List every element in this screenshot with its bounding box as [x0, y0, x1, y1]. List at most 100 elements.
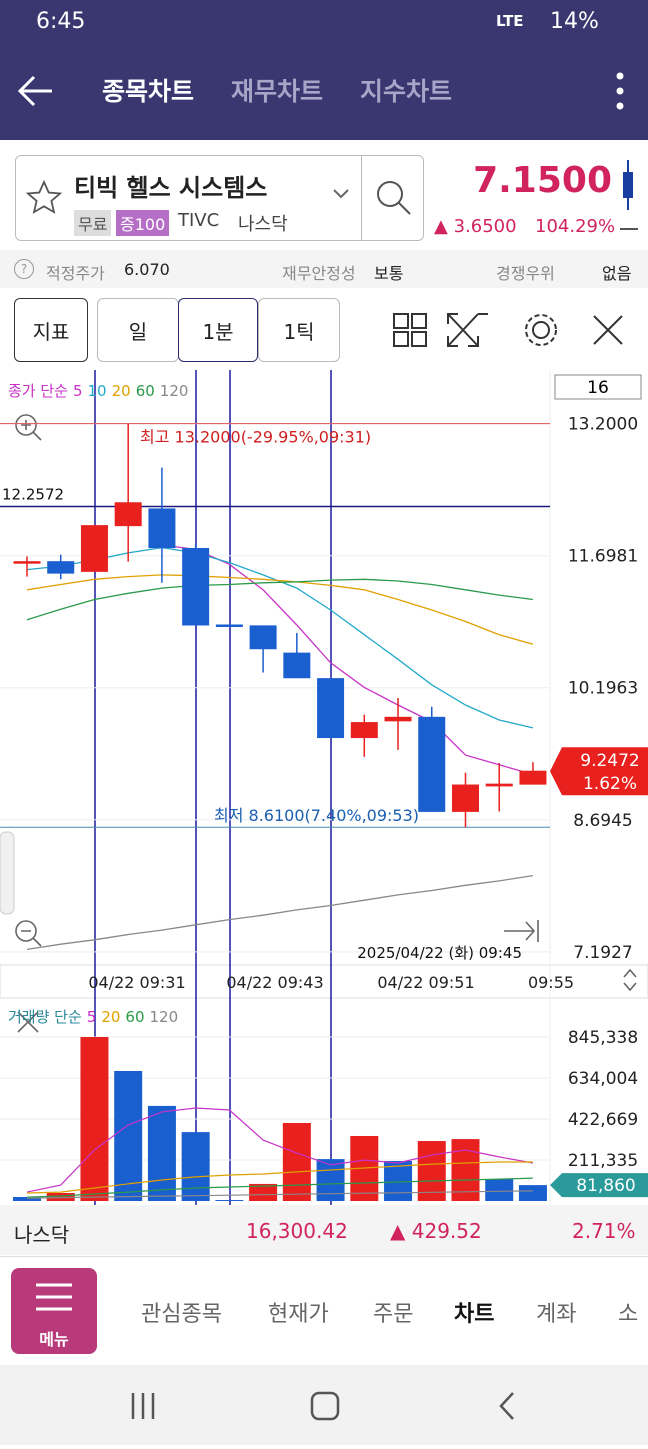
- search-button[interactable]: [372, 176, 416, 220]
- stock-ticker: TIVC: [178, 210, 220, 231]
- legend-entry: 60: [136, 382, 155, 400]
- x-tick-label: 04/22 09:43: [226, 973, 323, 992]
- candle-body: [215, 624, 243, 627]
- y-tick-label: 13.2000: [568, 415, 638, 435]
- nav-item[interactable]: 현재가: [268, 1302, 329, 1327]
- ma-line: [26, 546, 534, 729]
- stock-box[interactable]: 티빅 헬스 시스템스 무료 증100 TIVC 나스닥: [15, 155, 424, 241]
- y-tick-label: 422,669: [568, 1110, 638, 1130]
- y-tick-label: 7.1927: [573, 943, 632, 963]
- stock-tag: 증100: [116, 210, 170, 236]
- volume-bar: [181, 1132, 210, 1201]
- tool-icons[interactable]: [390, 308, 640, 352]
- nav-item[interactable]: 소: [618, 1302, 639, 1327]
- info-value: 없음: [602, 264, 632, 283]
- period-count: 16: [587, 378, 609, 398]
- index-value: 16,300.42: [246, 1219, 348, 1243]
- ma-line: [26, 874, 534, 951]
- nav-item[interactable]: 차트: [454, 1302, 495, 1327]
- legend-entry: 120: [160, 382, 189, 400]
- index-change-value: 429.52: [411, 1219, 482, 1243]
- volume-ma-line: [26, 1107, 534, 1193]
- y-tick-label: 634,004: [568, 1069, 638, 1089]
- volume-ma-line: [26, 1190, 533, 1199]
- dropdown-arrow[interactable]: [332, 188, 350, 200]
- more-button[interactable]: [610, 70, 630, 112]
- candle-body: [350, 722, 378, 739]
- tab[interactable]: 지수차트: [360, 77, 453, 106]
- low-label: 최저 8.6100(7.40%,09:53): [214, 806, 419, 825]
- tab[interactable]: 재무차트: [231, 77, 324, 106]
- candle-body: [182, 547, 210, 626]
- last-volume-tag: [550, 1173, 648, 1198]
- volume-bar: [417, 1141, 446, 1201]
- period-button[interactable]: 1분: [178, 298, 258, 362]
- last-price-label: 9.2472: [580, 751, 639, 771]
- candle-body: [249, 625, 277, 650]
- last-change-label: 1.62%: [583, 774, 637, 794]
- high-label: 최고 13.2000(-29.95%,09:31): [140, 428, 371, 447]
- legend-title: 종가 단순: [8, 382, 68, 400]
- index-bar: 나스닥 16,300.42 ▲ 429.52 2.71%: [0, 1205, 648, 1255]
- volume-bar: [215, 1200, 244, 1201]
- info-value: 보통: [374, 264, 404, 283]
- legend-entry: 20: [101, 1008, 120, 1026]
- legend-entry: 5: [73, 382, 83, 400]
- tab[interactable]: 종목차트: [102, 77, 195, 106]
- candle-body: [451, 784, 479, 812]
- period-button[interactable]: 1틱: [258, 298, 340, 362]
- y-tick-label: 10.1963: [568, 679, 638, 699]
- volume-bar: [147, 1105, 176, 1201]
- price-candle-icon: [623, 160, 633, 210]
- stock-tag: 무료: [74, 210, 112, 236]
- nav-item[interactable]: 주문: [373, 1302, 414, 1327]
- legend-entry: 5: [87, 1008, 97, 1026]
- ma-line: [26, 578, 533, 621]
- menu-button[interactable]: 메뉴: [11, 1268, 97, 1354]
- index-change: ▲ 429.52: [390, 1219, 482, 1243]
- candle-body: [148, 508, 176, 549]
- info-label: 경쟁우위: [496, 264, 555, 283]
- volume-bar: [249, 1183, 278, 1201]
- crosshair-label: 12.2572: [2, 486, 64, 504]
- y-tick-label: 11.6981: [568, 547, 638, 567]
- nav-item[interactable]: 관심종목: [141, 1302, 222, 1327]
- stock-name: 티빅 헬스 시스템스: [74, 174, 268, 202]
- stock-market: 나스닥: [238, 214, 288, 235]
- volume-ma-line: [26, 1161, 533, 1194]
- info-value: 6.070: [124, 260, 170, 279]
- bottom-nav: 메뉴: [0, 1256, 648, 1365]
- period-button[interactable]: 일: [97, 298, 179, 362]
- candle-body: [283, 652, 311, 679]
- legend-entry: 60: [125, 1008, 144, 1026]
- y-tick-label: 845,338: [568, 1028, 638, 1048]
- candle-body: [13, 561, 41, 564]
- volume-ma-line: [26, 1177, 533, 1198]
- change-value: 3.6500: [453, 216, 517, 237]
- stock-change: ▲ 3.6500: [434, 216, 517, 237]
- legend-entry: 120: [150, 1008, 179, 1026]
- x-tick-label: 04/22 09:31: [88, 973, 185, 992]
- volume-bar: [13, 1197, 41, 1201]
- zoom-icons[interactable]: [15, 414, 637, 1033]
- info-label: 적정주가: [46, 264, 105, 283]
- info-label: 재무안정성: [282, 264, 356, 283]
- stock-change-pct: 104.29%: [535, 216, 616, 237]
- candle-body: [384, 716, 412, 722]
- volume-bar: [518, 1185, 547, 1201]
- back-button[interactable]: [16, 72, 56, 112]
- indicator-button[interactable]: 지표: [14, 298, 88, 362]
- x-tick-label: 04/22 09:51: [377, 973, 474, 992]
- volume-bar: [384, 1161, 413, 1201]
- candle-body: [317, 678, 345, 739]
- app-header: 6:45 LTE 14% 종목차트 재무차트 지수차트: [0, 0, 648, 140]
- candle-body: [418, 716, 446, 812]
- favorite-star[interactable]: [26, 180, 62, 216]
- index-change-pct: 2.71%: [572, 1219, 636, 1243]
- candle-body: [114, 502, 142, 527]
- status-network: LTE: [496, 12, 524, 30]
- stock-price: 7.1500: [473, 160, 612, 201]
- nav-item[interactable]: 계좌: [536, 1302, 577, 1327]
